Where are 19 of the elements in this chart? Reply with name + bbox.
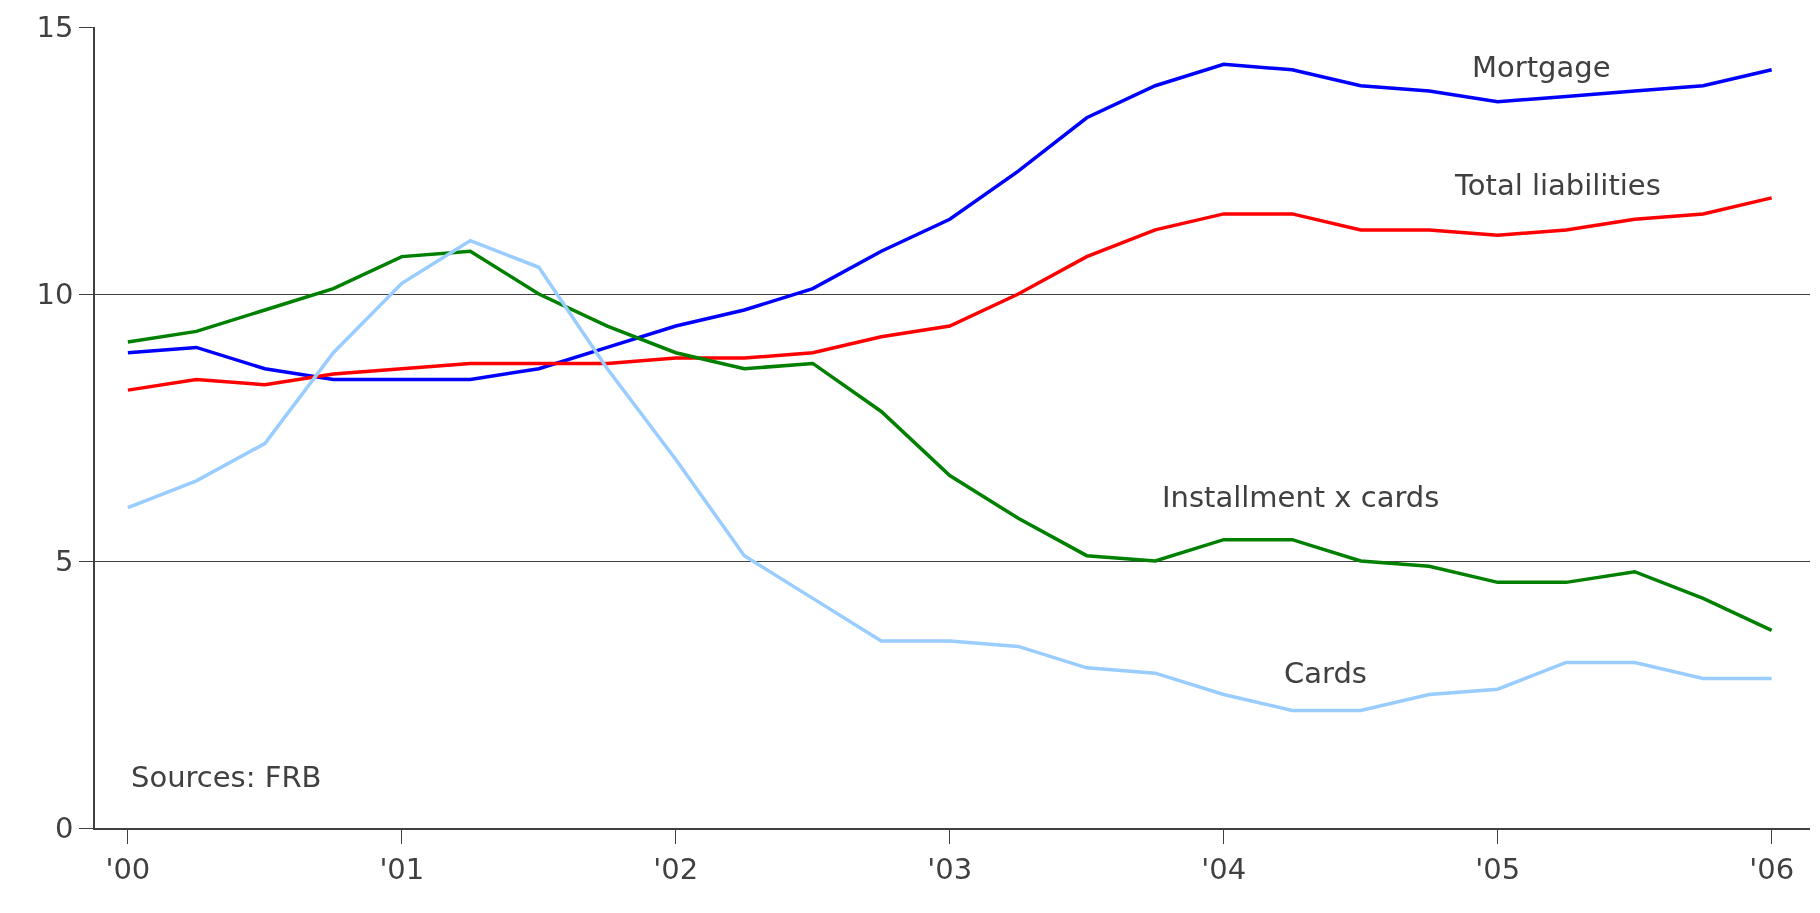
x-tick-label: '01 (379, 851, 425, 886)
x-tick-label: '06 (1749, 851, 1795, 886)
x-tick-label: '03 (927, 851, 973, 886)
line-series (126, 249, 1774, 633)
y-tick-label: 15 (36, 10, 74, 45)
x-tick-label: '04 (1201, 851, 1247, 886)
annotation: Sources: FRB (131, 760, 322, 794)
series-label: Cards (1284, 656, 1367, 690)
line-series (126, 196, 1774, 392)
series-label: Installment x cards (1162, 480, 1440, 514)
line-series (126, 238, 1774, 713)
series-label: Mortgage (1472, 50, 1611, 84)
x-tick-label: '02 (653, 851, 699, 886)
x-tick-label: '05 (1475, 851, 1521, 886)
y-tick-label: 5 (55, 544, 74, 579)
series-label: Total liabilities (1454, 168, 1661, 202)
y-tick-label: 0 (55, 811, 74, 846)
y-tick-label: 10 (36, 277, 74, 312)
x-tick-label: '00 (105, 851, 151, 886)
